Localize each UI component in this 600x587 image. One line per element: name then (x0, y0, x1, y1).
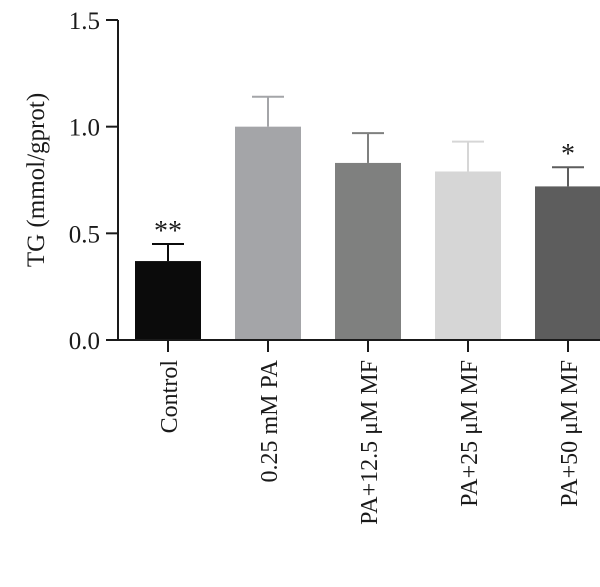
significance-annotation: ** (154, 216, 182, 247)
bars-group: *** (135, 95, 600, 341)
bar (435, 171, 501, 340)
y-tick-label: 1.0 (69, 115, 100, 142)
x-category-label: PA+50 μM MF (557, 360, 583, 507)
bar (135, 261, 201, 340)
x-category-label: Control (157, 360, 183, 434)
y-tick-label: 0.5 (69, 221, 100, 248)
y-axis-label: TG (mmol/gprot) (23, 93, 50, 267)
x-axis: Control 0.25 mM PA PA+12.5 μM MF PA+25 μM M… (118, 339, 600, 525)
x-category-label: 0.25 mM PA (257, 359, 283, 482)
significance-annotation: * (561, 139, 575, 170)
bar (535, 186, 600, 340)
y-tick-label: 0.0 (69, 328, 100, 355)
bar (235, 126, 301, 341)
y-tick-label: 1.5 (69, 8, 100, 35)
bar (335, 162, 401, 340)
x-category-label: PA+12.5 μM MF (357, 360, 383, 525)
y-axis: 0.0 0.5 1.0 1.5 (69, 8, 119, 355)
x-category-label: PA+25 μM MF (457, 360, 483, 507)
